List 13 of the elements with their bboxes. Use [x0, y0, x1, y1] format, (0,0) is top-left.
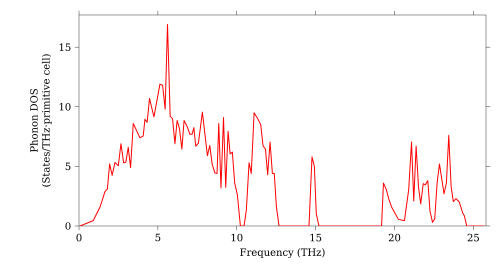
x-tick-label: 25	[468, 234, 479, 242]
y-tick-label: 10	[60, 102, 71, 111]
y-tick-label: 0	[66, 222, 71, 230]
y-tick-label: 15	[60, 43, 70, 51]
x-tick-label: 15	[310, 234, 322, 242]
y-axis-title: Phonon DOS (States/THz·primitive cell)	[30, 54, 52, 187]
line-series	[79, 24, 485, 226]
x-tick-label: 0	[76, 234, 82, 242]
x-tick-label: 10	[232, 234, 242, 242]
x-tick-label: 20	[388, 234, 400, 242]
y-tick-label: 5	[66, 162, 70, 170]
x-axis-title: Frequency (THz)	[240, 248, 325, 258]
x-tick-label: 5	[156, 234, 160, 242]
